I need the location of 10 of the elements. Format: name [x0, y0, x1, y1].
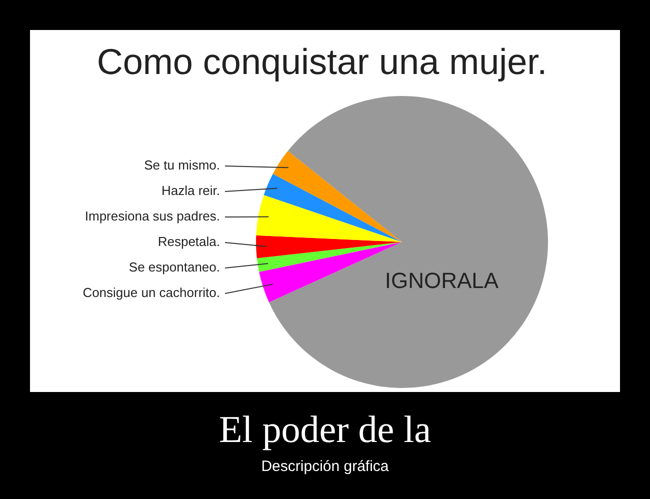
slice-label: Se tu mismo.: [144, 158, 220, 173]
slice-label: Impresiona sus padres.: [84, 208, 220, 224]
slice-label: Se espontaneo.: [128, 260, 220, 275]
text: El poder de la: [218, 408, 432, 452]
text: Descripción gráfica: [260, 458, 390, 475]
chart-title: Como conquistar una mujer.: [96, 40, 548, 82]
slice-label: Consigue un cachorrito.: [82, 285, 220, 300]
slice-label: Hazla reir.: [161, 183, 220, 198]
slice-label: IGNORALA: [384, 268, 499, 293]
slice-label: Respetala.: [158, 234, 220, 250]
